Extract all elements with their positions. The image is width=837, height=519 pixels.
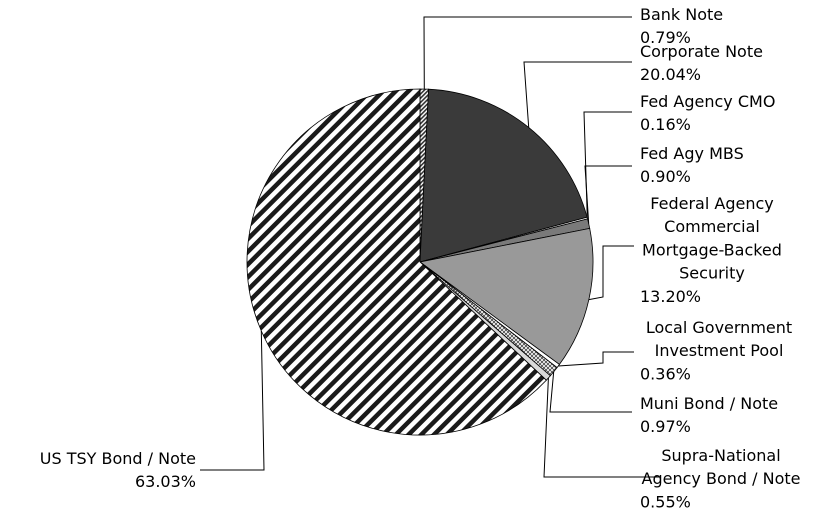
leader-line-local-government-investment-pool (558, 351, 634, 367)
slice-value-fed-agy-mbs: 0.90% (640, 167, 691, 186)
slice-value-muni-bond-note: 0.97% (640, 417, 691, 436)
slice-label-local-government-investment-pool: Local Government Investment Pool 0.36% (640, 318, 792, 383)
leader-line-fed-agency-cmo (583, 111, 632, 219)
slice-value-fed-agency-cmo: 0.16% (640, 115, 691, 134)
slice-value-us-tsy-bond-note: 63.03% (135, 472, 196, 491)
leader-line-us-tsy-bond-note (200, 330, 265, 471)
slice-label-federal-agency-commercial-mortgage-backed-security: Federal Agency Commercial Mortgage-Backed S… (640, 194, 782, 306)
slice-label-muni-bond-note: Muni Bond / Note 0.97% (640, 394, 778, 436)
leader-line-bank-note (423, 16, 632, 90)
pie-slice-us-tsy-bond-note (246, 88, 547, 436)
slice-label-fed-agy-mbs: Fed Agy MBS 0.90% (640, 144, 744, 186)
leader-line-supra-national-agency-bond-note (543, 377, 660, 478)
leader-line-fed-agy-mbs (584, 165, 632, 224)
slice-value-federal-agency-commercial-mortgage-backed-security: 13.20% (640, 287, 701, 306)
leader-line-corporate-note (523, 61, 632, 128)
slice-value-local-government-investment-pool: 0.36% (640, 364, 691, 383)
slice-label-us-tsy-bond-note: US TSY Bond / Note 63.03% (40, 449, 196, 491)
slice-value-corporate-note: 20.04% (640, 65, 701, 84)
slice-label-bank-note: Bank Note 0.79% (640, 5, 723, 47)
slice-value-bank-note: 0.79% (640, 28, 691, 47)
leader-line-federal-agency-commercial-mortgage-backed-security (588, 245, 634, 301)
slice-label-fed-agency-cmo: Fed Agency CMO 0.16% (640, 92, 775, 134)
slice-value-supra-national-agency-bond-note: 0.55% (640, 492, 691, 511)
leader-line-muni-bond-note (549, 371, 632, 413)
slice-label-corporate-note: Corporate Note 20.04% (640, 42, 763, 84)
pie-slice-federal-agency-commercial-mortgage-backed-security (419, 227, 594, 366)
slice-label-supra-national-agency-bond-note: Supra-National Agency Bond / Note 0.55% (640, 446, 800, 511)
